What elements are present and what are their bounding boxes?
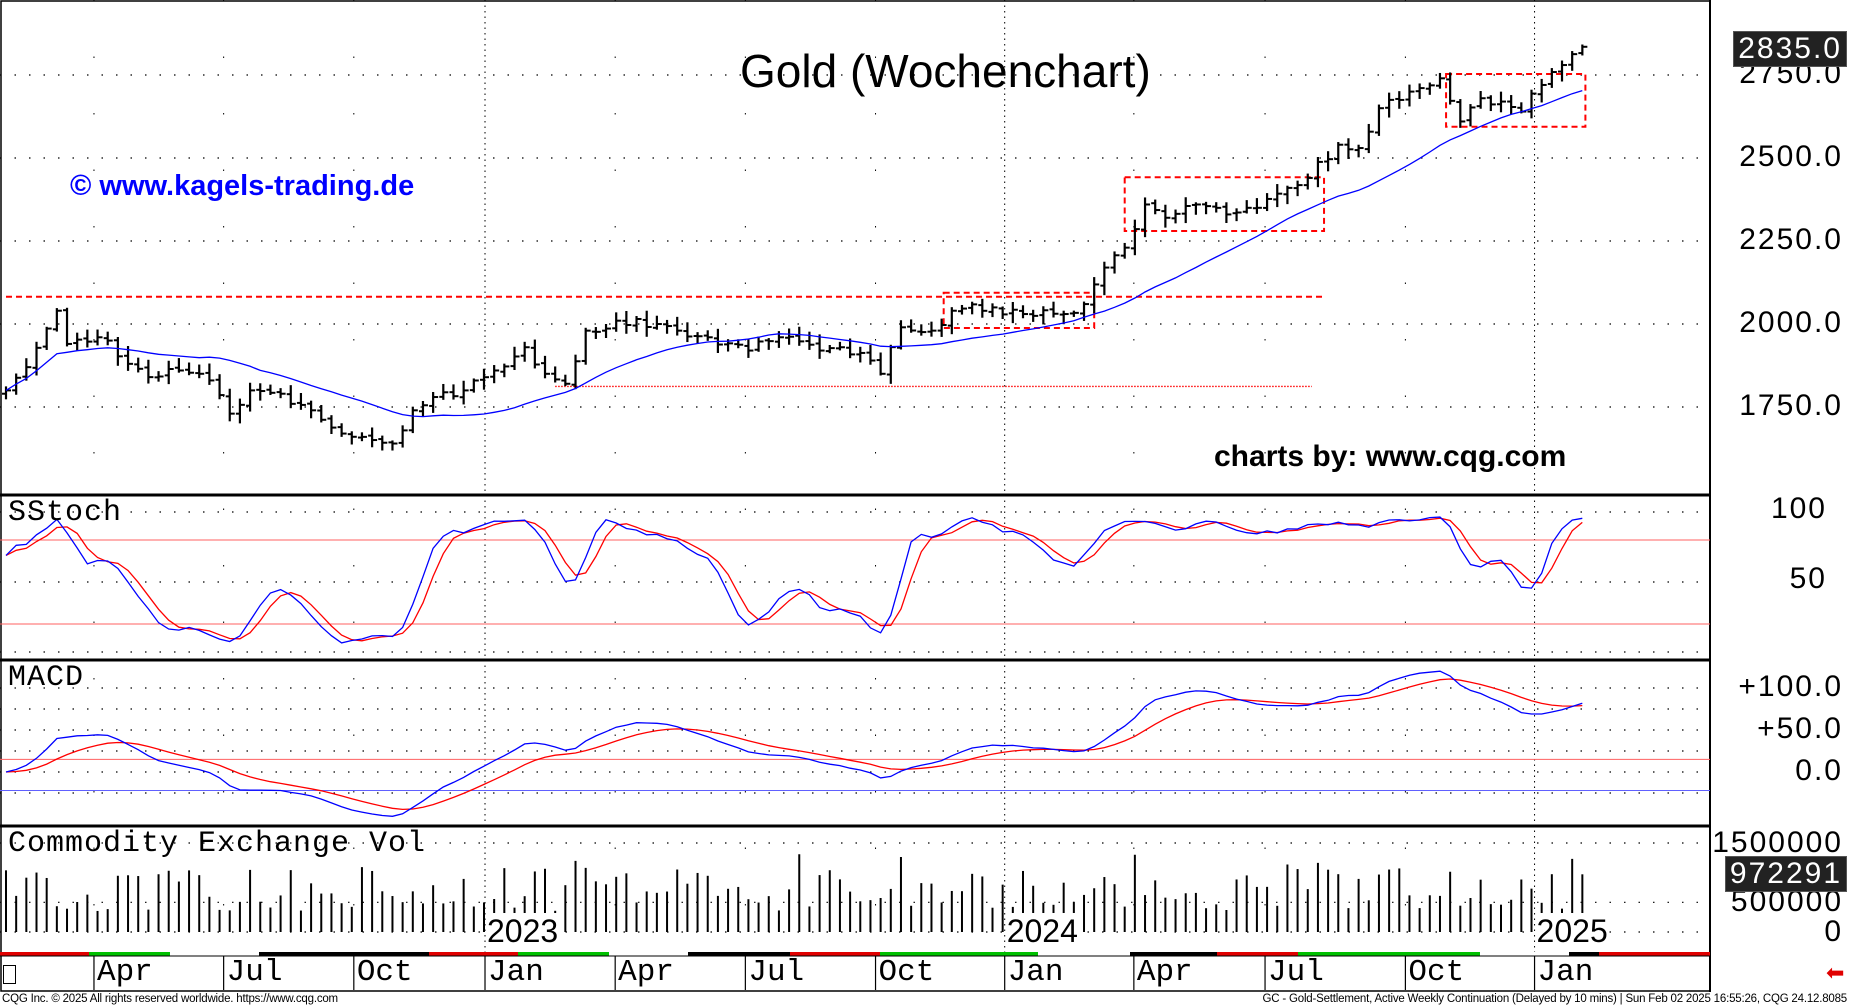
session-strip-segment [1599, 952, 1710, 956]
year-label: 2024 [1006, 913, 1078, 950]
watermark-text[interactable]: © www.kagels-trading.de [70, 170, 415, 202]
volume-axis-label: 0 [1824, 915, 1843, 948]
credit-text[interactable]: charts by: www.cqg.com [1214, 440, 1567, 473]
session-strip-segment [1217, 952, 1298, 956]
session-strip-segment [1569, 952, 1599, 956]
month-label: Apr [618, 955, 674, 990]
chart-title: Gold (Wochenchart) [740, 45, 1151, 97]
session-strip-segment [259, 952, 429, 956]
price-axis-label: 1750.0 [1739, 389, 1843, 422]
last-price-badge: 2835.0 [1733, 30, 1847, 67]
sstoch-label: SStoch [8, 496, 123, 530]
session-strip-segment [170, 952, 259, 956]
price-axis-label: 2500.0 [1739, 140, 1843, 173]
moving-average-line [5, 89, 1583, 418]
macd-axis-label: +50.0 [1757, 712, 1843, 745]
sstoch-axis-label: 100 [1770, 492, 1827, 525]
macd-axis-label: 0.0 [1795, 754, 1843, 787]
scroll-right-arrow-icon[interactable]: ⬅ [1826, 960, 1845, 985]
sstoch-axis-label: 50 [1789, 562, 1827, 595]
volume-axis-label: 1500000 [1712, 826, 1843, 859]
session-strip-segment [89, 952, 170, 956]
session-strip-segment [429, 952, 518, 956]
session-strip-segment [1298, 952, 1480, 956]
month-label: Jan [488, 955, 544, 990]
sstoch-d-line [5, 517, 1583, 642]
month-label: Jul [1268, 955, 1324, 990]
month-label: Apr [1136, 955, 1193, 990]
checkbox[interactable] [3, 965, 16, 984]
consolidation-box [1445, 73, 1587, 128]
month-label: Jan [1537, 955, 1594, 990]
price-axis-label: 2000.0 [1739, 306, 1843, 339]
macd-axis-label: +100.0 [1738, 670, 1843, 703]
price-axis-label: 2250.0 [1739, 223, 1843, 256]
session-strip-segment [688, 952, 790, 956]
footer-copyright: CQG Inc. © 2025 All rights reserved worl… [2, 993, 338, 1005]
session-strip-segment [1038, 952, 1130, 956]
month-label: Oct [1408, 955, 1465, 990]
session-strip-segment [518, 952, 609, 956]
volume-label: Commodity Exchange Vol [8, 827, 427, 861]
year-label: 2025 [1536, 913, 1608, 950]
month-label: Jul [748, 955, 805, 990]
month-label: Oct [356, 955, 413, 990]
macd-line [5, 670, 1583, 817]
month-label: Apr [96, 955, 153, 990]
session-strip-segment [0, 952, 89, 956]
month-label: Oct [878, 955, 935, 990]
session-strip-segment [1130, 952, 1217, 956]
session-strip-segment [880, 952, 1000, 956]
consolidation-box [942, 291, 1096, 329]
month-label: Jan [1007, 955, 1064, 990]
session-strip-segment [1000, 952, 1038, 956]
footer-status: GC - Gold-Settlement, Active Weekly Cont… [1262, 993, 1848, 1005]
consolidation-box [1123, 176, 1326, 233]
macd-label: MACD [8, 661, 85, 695]
month-label: Jul [226, 955, 283, 990]
last-volume-badge: 972291 [1724, 856, 1847, 892]
year-label: 2023 [487, 913, 559, 950]
session-strip-segment [790, 952, 880, 956]
macd-signal-line [5, 678, 1583, 811]
session-strip-segment [1480, 952, 1569, 956]
sstoch-k-line [5, 516, 1583, 644]
session-strip-segment [609, 952, 688, 956]
